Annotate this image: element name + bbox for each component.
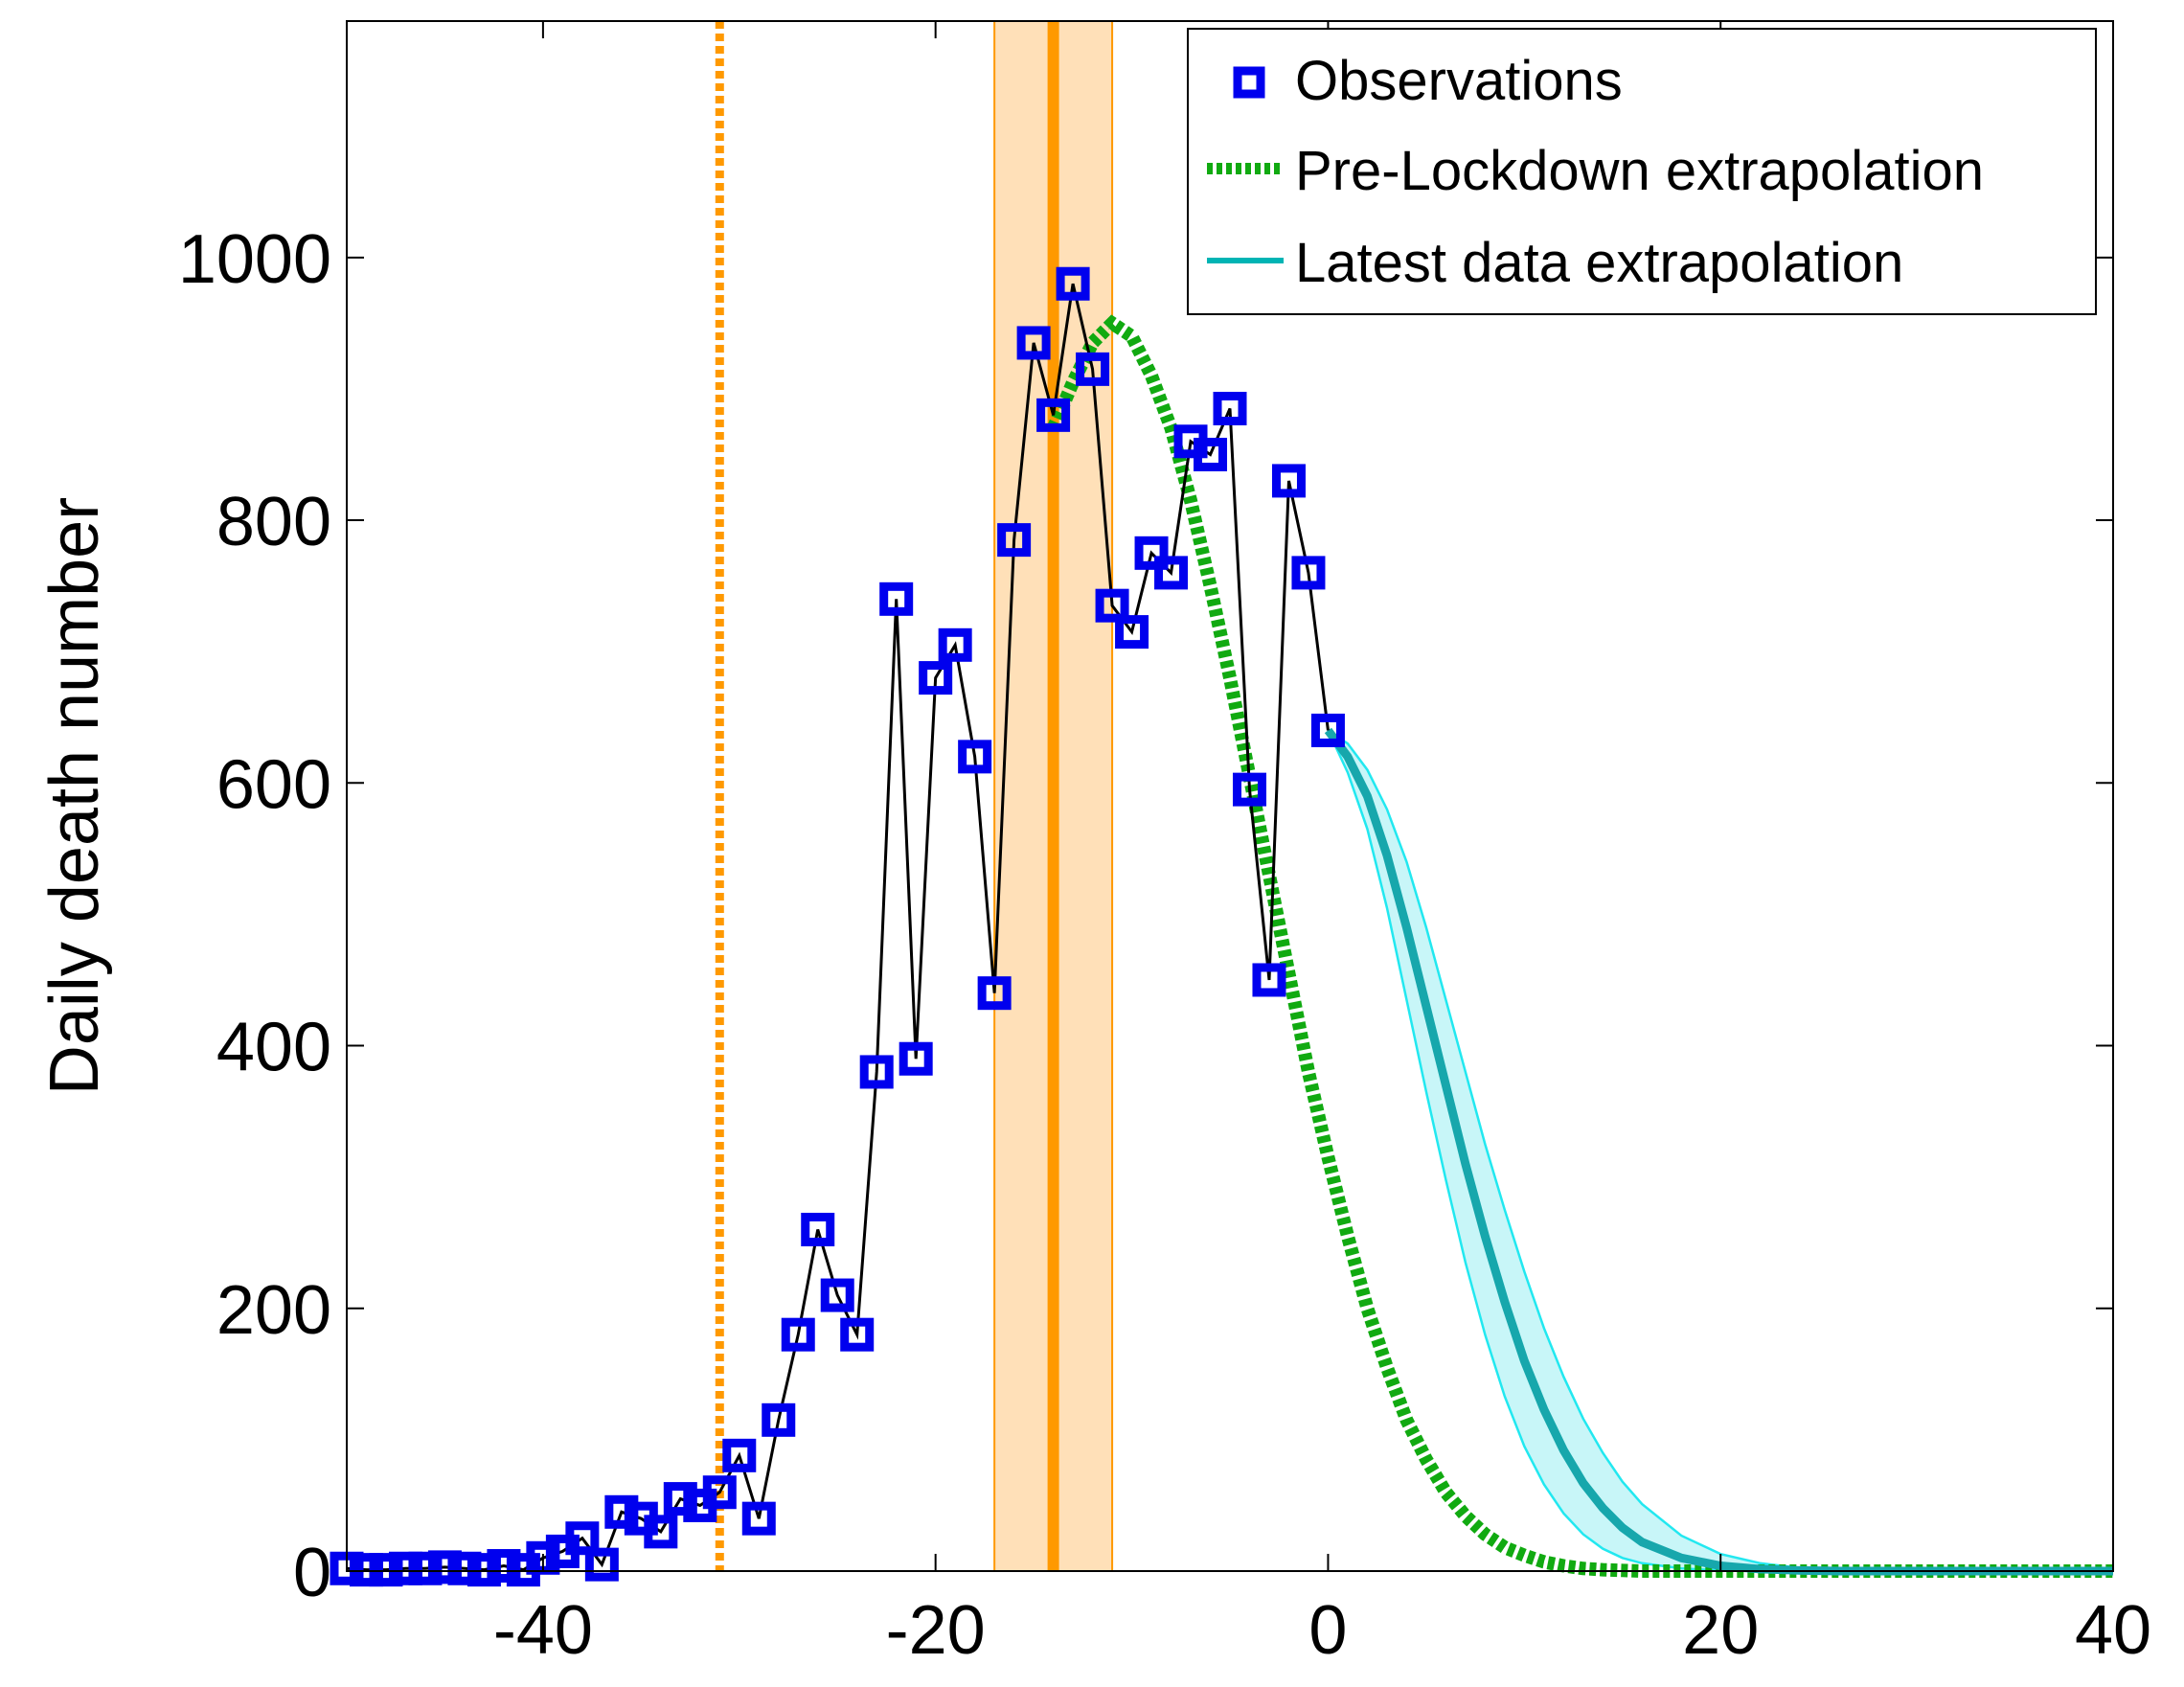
y-axis-label: Daily death number <box>36 497 113 1095</box>
x-tick-label: 0 <box>1308 1592 1347 1669</box>
observation-point <box>1252 963 1286 997</box>
x-tick-label: 40 <box>2075 1592 2151 1669</box>
observation-point <box>1232 772 1266 807</box>
observation-point <box>820 1278 854 1312</box>
observation-point <box>1095 588 1129 623</box>
pre-lockdown-extrapolation-line <box>1047 314 2113 1578</box>
y-tick-label: 600 <box>216 746 331 823</box>
observation-point <box>840 1317 875 1352</box>
y-tick-label: 800 <box>216 484 331 560</box>
legend-box <box>1187 28 2097 315</box>
observation-point <box>388 1551 422 1585</box>
observation-point <box>466 1553 501 1587</box>
legend-latest-data-label: Latest data extrapolation <box>1295 232 1903 294</box>
observation-point <box>977 976 1012 1011</box>
legend-pre-lockdown-label: Pre-Lockdown extrapolation <box>1295 140 1984 202</box>
observation-point <box>801 1212 835 1246</box>
x-tick-label: 20 <box>1682 1592 1759 1669</box>
y-tick-label: 400 <box>216 1010 331 1086</box>
legend-observations-label: Observations <box>1295 50 1623 112</box>
observation-point <box>879 581 914 616</box>
observation-point <box>644 1515 678 1549</box>
legend-observations-marker <box>1233 66 1265 99</box>
observation-point <box>487 1549 521 1584</box>
observation-point <box>1271 464 1306 498</box>
observation-point <box>427 1550 462 1584</box>
axes-layer <box>346 20 2114 1572</box>
observation-point <box>1076 352 1110 386</box>
observations-line <box>346 283 1330 1572</box>
observation-point <box>349 1553 383 1587</box>
plot-frame <box>346 20 2114 1572</box>
observation-point <box>1194 437 1228 471</box>
data-line-layer <box>346 283 2113 1578</box>
observation-point <box>604 1494 639 1529</box>
observation-point <box>408 1551 443 1585</box>
observation-point <box>565 1521 600 1556</box>
x-tick-label: -20 <box>886 1592 986 1669</box>
observation-point <box>741 1501 776 1536</box>
observation-point <box>781 1317 815 1352</box>
observation-point <box>1016 326 1051 360</box>
latest-extrapolation-band <box>1328 730 2113 1571</box>
observation-point <box>1036 398 1071 432</box>
observation-point <box>899 1041 933 1076</box>
observation-point <box>702 1475 737 1510</box>
y-tick-label: 200 <box>216 1272 331 1349</box>
observation-point <box>663 1482 697 1516</box>
observation-point <box>997 523 1032 558</box>
observation-point <box>1291 556 1326 590</box>
observation-point <box>1213 392 1247 425</box>
y-tick-label: 1000 <box>178 221 331 298</box>
observation-point <box>1310 713 1345 747</box>
observation-point <box>859 1055 894 1089</box>
observation-point <box>447 1551 482 1585</box>
observation-point <box>584 1547 619 1582</box>
observation-point <box>919 661 953 695</box>
observation-point <box>1154 556 1189 590</box>
x-tick-label: -40 <box>493 1592 593 1669</box>
data-marker-layer <box>330 266 1345 1587</box>
observation-point <box>1134 536 1169 570</box>
legend: Observations Pre-Lockdown extrapolation … <box>1187 28 2097 315</box>
observation-point <box>369 1553 403 1587</box>
observation-point <box>1056 266 1090 301</box>
observation-point <box>722 1438 757 1472</box>
observation-point <box>1115 615 1149 650</box>
observation-point <box>938 627 972 662</box>
observation-point <box>958 740 992 774</box>
marker-band-layer <box>715 20 1114 1572</box>
y-tick-label: 0 <box>293 1535 331 1611</box>
observation-point <box>762 1402 796 1437</box>
